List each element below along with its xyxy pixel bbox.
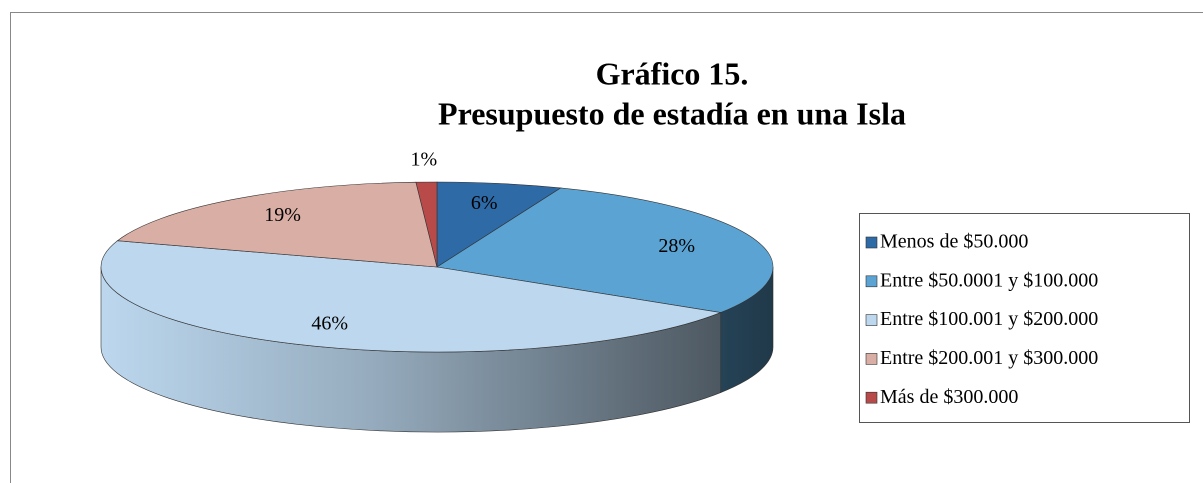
- legend-swatch: [865, 275, 878, 288]
- legend-swatch: [865, 314, 878, 326]
- legend-label: Menos de $50.000: [880, 231, 1028, 253]
- legend-label: Entre $50.0001 y $100.000: [880, 269, 1098, 291]
- data-label: 28%: [658, 235, 695, 257]
- chart-subtitle: Presupuesto de estadía en una Isla: [438, 95, 906, 131]
- data-label: 1%: [410, 148, 437, 170]
- legend-swatch: [865, 353, 878, 365]
- data-label: 6%: [471, 192, 498, 214]
- legend-box: [859, 213, 1190, 423]
- legend-label: Entre $200.001 y $300.000: [880, 347, 1098, 369]
- pie-slice: [100, 240, 722, 353]
- chart-title: Gráfico 15.: [596, 55, 749, 91]
- legend-label: Más de $300.000: [880, 386, 1018, 408]
- legend-swatch: [865, 391, 878, 404]
- legend-label: Entre $100.001 y $200.000: [880, 308, 1098, 330]
- pie-slice: [415, 181, 438, 268]
- legend-swatch: [865, 236, 878, 249]
- pie-slice: [436, 187, 774, 313]
- pie-slice: [436, 181, 562, 268]
- pie-slice: [116, 181, 438, 268]
- data-label: 19%: [264, 204, 301, 226]
- data-label: 46%: [311, 312, 348, 334]
